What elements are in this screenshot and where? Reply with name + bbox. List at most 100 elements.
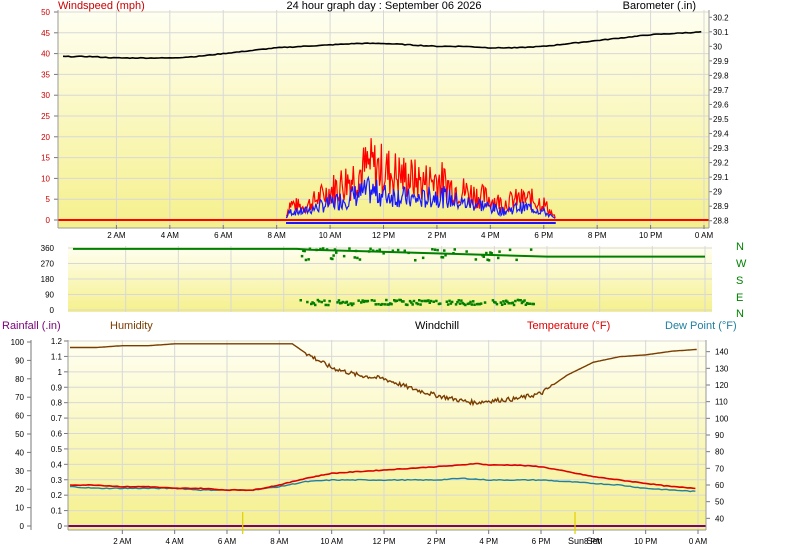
top-time-tick-label: 8 AM <box>268 231 287 240</box>
wind-direction-point <box>456 300 459 304</box>
windspeed-tick-label: 5 <box>46 195 51 204</box>
wind-direction-point <box>398 298 401 302</box>
wind-direction-point <box>448 299 451 303</box>
temperature-tick-label: 50 <box>715 498 724 507</box>
wind-direction-point <box>446 303 450 306</box>
barometer-tick-label: 29.5 <box>713 115 729 124</box>
wind-direction-point <box>420 299 424 303</box>
temperature-tick-label: 130 <box>715 364 729 373</box>
wind-direction-point <box>469 300 472 304</box>
wind-direction-point <box>473 303 476 306</box>
bottom-time-tick-label: 12 PM <box>372 537 395 546</box>
wind-direction-point <box>411 303 414 306</box>
wind-direction-point <box>312 302 316 305</box>
direction-compass-label: N <box>736 308 744 320</box>
direction-degree-label: 360 <box>41 244 55 253</box>
bottom-time-tick-label: 8 PM <box>584 537 603 546</box>
wind-direction-point <box>418 299 421 302</box>
wind-direction-point <box>335 251 338 254</box>
windspeed-tick-label: 45 <box>41 29 50 38</box>
wind-direction-point <box>344 301 347 304</box>
wind-direction-point <box>458 302 462 305</box>
average-windspeed-line <box>285 175 556 219</box>
bottom-time-tick-label: 2 AM <box>113 537 132 546</box>
wind-direction-point <box>506 300 509 304</box>
wind-direction-point <box>512 303 516 307</box>
sunset-label: Sun Set <box>568 536 601 546</box>
barometer-axis-title: Barometer (.in) <box>623 0 696 12</box>
wind-direction-point <box>499 301 503 304</box>
wind-direction-point <box>390 302 393 306</box>
windspeed-tick-label: 0 <box>46 216 51 225</box>
direction-degree-label: 0 <box>50 306 55 315</box>
windspeed-tick-label: 30 <box>41 91 50 100</box>
barometer-tick-label: 29.4 <box>713 130 729 139</box>
direction-degree-label: 270 <box>41 260 55 269</box>
wind-direction-point <box>379 303 383 306</box>
wind-direction-point <box>356 256 359 260</box>
wind-direction-point <box>307 258 310 261</box>
windspeed-tick-label: 10 <box>41 174 50 183</box>
wind-direction-point <box>412 299 416 303</box>
bottom-time-axis: 2 AM 4 AM 6 AM 8 AM 10 AM 12 PM 2 PM 4 PM 6 PM 8 … <box>113 530 707 546</box>
temperature-tick-label: 100 <box>715 414 729 423</box>
wind-direction-point <box>366 299 370 303</box>
wind-direction-point <box>386 303 389 306</box>
humidity-tick-label: 70 <box>15 393 24 402</box>
temperature-tick-label: 120 <box>715 381 729 390</box>
top-time-tick-label: 4 AM <box>161 231 180 240</box>
wind-direction-point <box>428 301 431 304</box>
wind-direction-point <box>490 252 493 255</box>
barometer-axis: 30.2 30.1 30 29.9 29.8 29.7 29.6 29.5 29.4 29.3 29… <box>709 13 729 226</box>
wind-direction-point <box>375 249 379 253</box>
wind-direction-point <box>408 299 412 303</box>
wind-direction-point <box>367 250 371 253</box>
windspeed-line <box>286 138 556 219</box>
wind-direction-point <box>479 302 483 305</box>
wind-direction-point <box>416 302 420 306</box>
bottom-time-tick-label: 10 AM <box>320 537 343 546</box>
wind-direction-point <box>515 258 518 262</box>
wind-direction-point <box>503 302 507 305</box>
wind-direction-point <box>519 299 522 302</box>
wind-direction-point <box>443 249 446 252</box>
wind-direction-point <box>529 248 533 251</box>
temperature-tick-label: 70 <box>715 464 724 473</box>
direction-series <box>73 247 705 307</box>
rainfall-tick-label: 0.2 <box>51 491 63 500</box>
wind-direction-point <box>339 302 342 305</box>
wind-direction-point <box>433 248 437 251</box>
top-time-tick-label: 8 PM <box>588 231 607 240</box>
windspeed-tick-label: 35 <box>41 70 50 79</box>
wind-direction-point <box>465 250 468 253</box>
wind-direction-point <box>319 247 322 251</box>
wind-direction-point <box>414 259 417 262</box>
humidity-tick-label: 80 <box>15 375 24 384</box>
barometer-tick-label: 28.9 <box>713 202 729 211</box>
wind-direction-point <box>491 299 495 302</box>
wind-direction-point <box>315 248 318 252</box>
wind-direction-point <box>518 299 521 302</box>
top-series <box>58 30 709 224</box>
chart-title: 24 hour graph day : September 06 2026 <box>286 0 481 12</box>
wind-direction-point <box>489 251 492 254</box>
temperature-tick-label: 140 <box>715 348 729 357</box>
wind-direction-point <box>478 302 481 306</box>
wind-direction-point <box>341 300 345 304</box>
wind-direction-point <box>403 249 406 252</box>
wind-direction-point <box>329 257 333 260</box>
wind-direction-point <box>371 249 375 252</box>
humidity-line <box>70 343 697 407</box>
wind-direction-point <box>498 250 501 253</box>
bottom-series <box>69 343 697 534</box>
direction-compass-label: E <box>736 292 743 304</box>
barometer-tick-label: 29.9 <box>713 57 729 66</box>
wind-direction-point <box>516 298 520 302</box>
rainfall-tick-label: 1.2 <box>51 337 63 346</box>
humidity-tick-label: 10 <box>15 504 24 513</box>
wind-direction-point <box>468 302 471 305</box>
wind-direction-point <box>453 248 456 251</box>
wind-direction-point <box>464 303 467 307</box>
wind-direction-point <box>460 299 463 302</box>
wind-direction-point <box>348 247 351 250</box>
